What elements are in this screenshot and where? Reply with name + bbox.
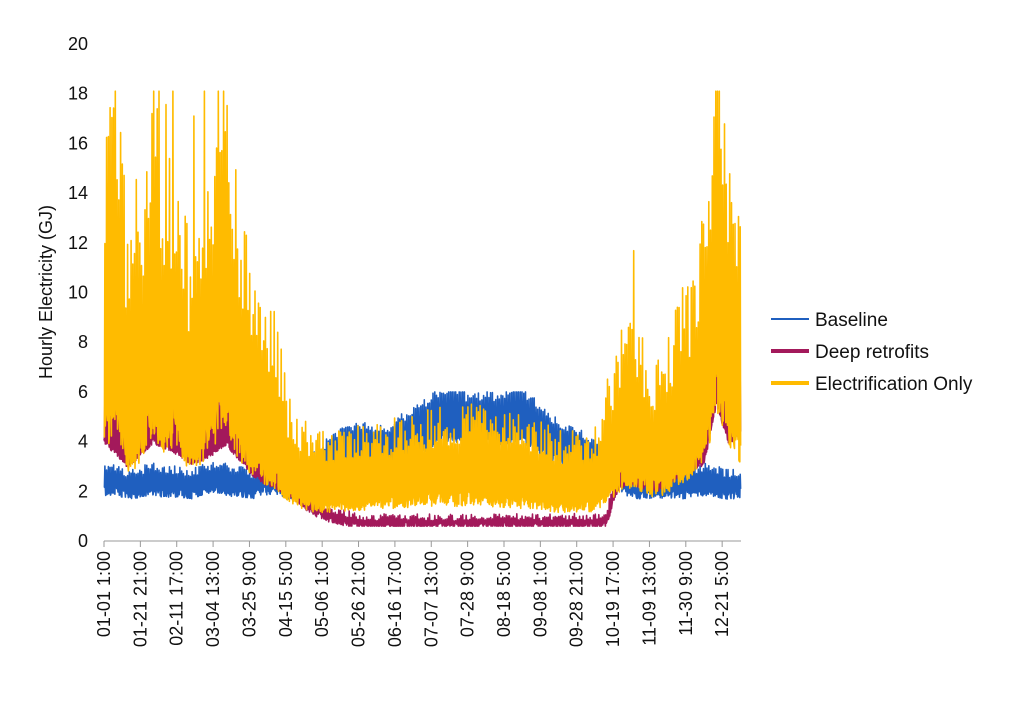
series-line-electrification-only xyxy=(103,90,742,514)
x-tick-label: 05-06 1:00 xyxy=(312,551,332,637)
x-tick-label: 10-19 17:00 xyxy=(603,551,623,647)
y-tick-label: 0 xyxy=(78,531,88,551)
y-axis-ticks: 0 2 4 6 8 10 12 14 16 18 20 xyxy=(68,34,88,551)
y-axis-title: Hourly Electricity (GJ) xyxy=(36,205,56,379)
x-tick-label: 08-18 5:00 xyxy=(494,551,514,637)
y-tick-label: 12 xyxy=(68,233,88,253)
y-tick-label: 14 xyxy=(68,183,88,203)
y-tick-label: 2 xyxy=(78,481,88,501)
x-tick-label: 02-11 17:00 xyxy=(167,551,187,646)
legend-label: Electrification Only xyxy=(815,374,973,395)
y-tick-label: 16 xyxy=(68,133,88,153)
x-tick-label: 03-25 9:00 xyxy=(239,551,259,637)
y-tick-label: 18 xyxy=(68,84,88,104)
y-tick-label: 20 xyxy=(68,34,88,54)
legend: Baseline Deep retrofits Electrification On… xyxy=(771,310,973,395)
x-tick-label: 12-21 5:00 xyxy=(712,551,732,637)
x-tick-label: 09-08 1:00 xyxy=(530,551,550,637)
x-tick-label: 11-09 13:00 xyxy=(639,551,659,646)
series-line-baseline xyxy=(103,391,742,500)
legend-label: Deep retrofits xyxy=(815,342,929,363)
x-tick-label: 05-26 21:00 xyxy=(349,551,369,647)
x-tick-label: 04-15 5:00 xyxy=(276,551,296,637)
legend-label: Baseline xyxy=(815,310,888,331)
x-tick-label: 07-28 9:00 xyxy=(458,551,478,637)
x-tick-label: 09-28 21:00 xyxy=(567,551,587,647)
y-tick-label: 10 xyxy=(68,283,88,303)
x-tick-label: 11-30 9:00 xyxy=(676,551,696,636)
x-tick-label: 01-21 21:00 xyxy=(130,551,150,647)
x-tick-label: 06-16 17:00 xyxy=(385,551,405,647)
x-axis-ticks: 01-01 1:00 01-21 21:00 02-11 17:00 03-04 13… xyxy=(94,541,732,647)
x-tick-label: 03-04 13:00 xyxy=(203,551,223,647)
y-tick-label: 4 xyxy=(78,432,88,452)
y-tick-label: 8 xyxy=(78,332,88,352)
x-tick-label: 01-01 1:00 xyxy=(94,551,114,637)
y-tick-label: 6 xyxy=(78,382,88,402)
x-tick-label: 07-07 13:00 xyxy=(421,551,441,647)
plot-area xyxy=(103,90,742,527)
